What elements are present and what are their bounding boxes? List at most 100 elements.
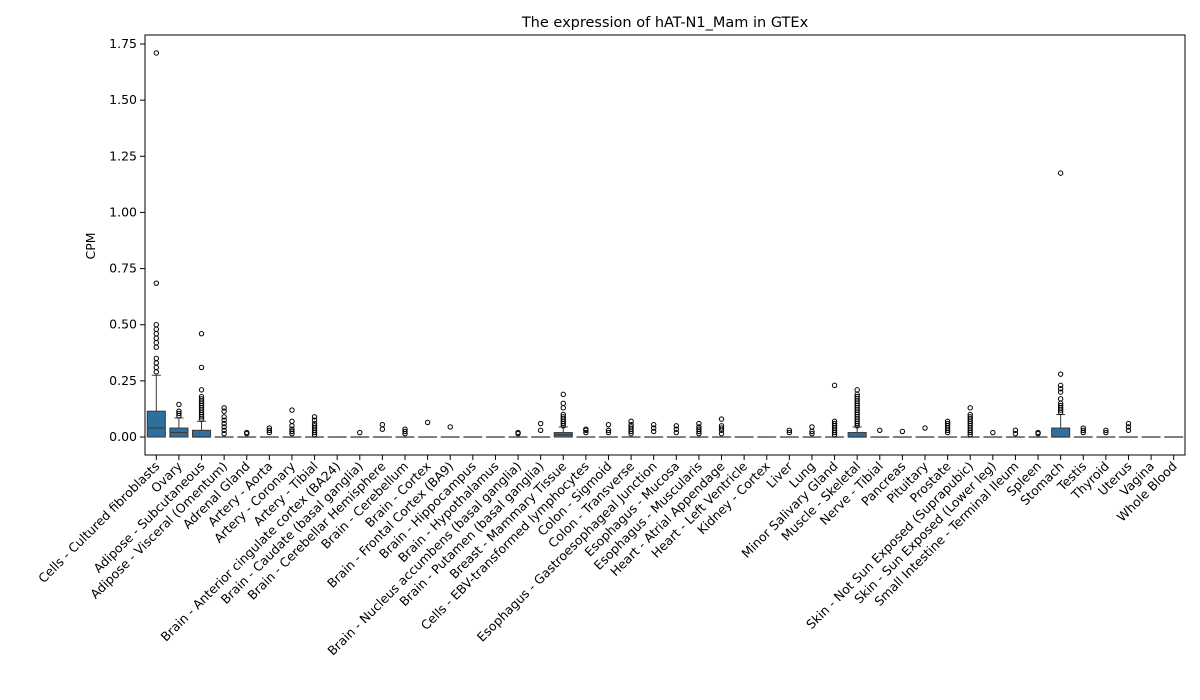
outlier-point xyxy=(1125,427,1132,433)
outlier-point xyxy=(221,420,227,427)
outlier-point xyxy=(967,405,973,411)
outlier-point xyxy=(1035,429,1041,436)
outlier-point xyxy=(153,360,160,366)
y-tick-label: 0.75 xyxy=(109,261,137,276)
outlier-point xyxy=(153,364,160,371)
outlier-point xyxy=(221,427,227,433)
outlier-point xyxy=(809,424,815,430)
outlier-point xyxy=(583,429,589,436)
outlier-point xyxy=(718,416,725,422)
outlier-point xyxy=(289,428,295,435)
outlier-point xyxy=(447,424,453,430)
outlier-point xyxy=(583,426,589,432)
outlier-point xyxy=(831,420,838,427)
box xyxy=(1051,427,1071,438)
chart-title: The expression of hAT-N1_Mam in GTEx xyxy=(521,15,809,31)
outlier-point xyxy=(1080,425,1086,431)
outlier-point xyxy=(311,414,318,420)
outlier-point xyxy=(537,420,544,427)
y-tick-label: 0.50 xyxy=(109,317,137,332)
y-tick-label: 0.00 xyxy=(109,429,137,444)
outlier-point xyxy=(967,414,973,420)
outlier-point xyxy=(198,396,205,402)
outlier-point xyxy=(854,387,860,393)
outlier-point xyxy=(221,414,227,420)
outlier-point xyxy=(153,335,160,341)
outlier-point xyxy=(379,421,386,428)
outlier-point xyxy=(560,391,566,398)
outlier-point xyxy=(560,411,566,418)
outlier-point xyxy=(379,426,386,432)
outlier-point xyxy=(560,405,566,411)
outlier-point xyxy=(311,423,318,429)
outlier-point xyxy=(153,326,160,332)
outlier-point xyxy=(537,427,544,433)
outlier-point xyxy=(605,427,612,433)
outlier-point xyxy=(628,424,634,430)
outlier-point xyxy=(1057,389,1064,395)
outlier-point xyxy=(1057,170,1064,176)
outlier-point xyxy=(718,430,725,437)
outlier-point xyxy=(628,421,634,428)
outlier-point xyxy=(786,429,793,436)
outlier-point xyxy=(221,417,227,423)
outlier-point xyxy=(198,393,205,400)
outlier-point xyxy=(922,425,928,431)
outlier-point xyxy=(153,280,160,286)
outlier-point xyxy=(944,418,951,425)
outlier-point xyxy=(176,410,182,417)
outlier-point xyxy=(1057,402,1064,409)
outlier-point xyxy=(266,427,273,433)
outlier-point xyxy=(673,429,680,436)
outlier-point xyxy=(153,355,160,362)
outlier-point xyxy=(605,429,612,436)
outlier-point xyxy=(198,331,205,337)
outlier-point xyxy=(831,382,838,389)
outlier-point xyxy=(402,426,408,432)
outlier-point xyxy=(673,426,680,432)
y-axis-label: CPM xyxy=(83,232,98,259)
outlier-point xyxy=(718,423,725,429)
outlier-point xyxy=(1012,427,1019,433)
outlier-point xyxy=(673,423,680,429)
outlier-point xyxy=(605,421,612,428)
outlier-point xyxy=(357,429,363,436)
outlier-point xyxy=(696,420,702,427)
outlier-point xyxy=(1103,427,1109,433)
outlier-point xyxy=(289,418,295,425)
outlier-point xyxy=(221,405,227,411)
outlier-point xyxy=(1125,420,1132,427)
outlier-point xyxy=(289,407,295,413)
y-tick-label: 0.25 xyxy=(109,373,137,388)
outlier-point xyxy=(560,400,566,407)
outlier-point xyxy=(899,428,906,435)
outlier-point xyxy=(650,428,657,435)
outlier-point xyxy=(153,50,160,56)
box xyxy=(847,432,867,438)
outlier-point xyxy=(311,420,318,427)
outlier-point xyxy=(1057,371,1064,377)
box xyxy=(146,410,166,438)
outlier-point xyxy=(560,414,566,420)
outlier-point xyxy=(289,426,295,432)
outlier-point xyxy=(696,426,702,432)
outlier-point xyxy=(854,393,860,400)
outlier-point xyxy=(176,401,182,408)
outlier-point xyxy=(1057,386,1064,392)
outlier-point xyxy=(153,331,160,337)
outlier-point xyxy=(515,429,521,436)
plot-frame xyxy=(144,34,1186,456)
outlier-point xyxy=(1057,382,1064,389)
outlier-point xyxy=(266,425,273,431)
box xyxy=(191,429,212,438)
outlier-point xyxy=(1080,427,1086,433)
outlier-point xyxy=(650,421,657,428)
y-tick-label: 1.50 xyxy=(109,92,137,107)
outlier-point xyxy=(944,420,951,427)
outlier-point xyxy=(424,419,431,426)
y-tick-label: 1.00 xyxy=(109,204,137,219)
outlier-point xyxy=(696,424,702,430)
outlier-point xyxy=(967,411,973,418)
outlier-point xyxy=(221,430,227,437)
